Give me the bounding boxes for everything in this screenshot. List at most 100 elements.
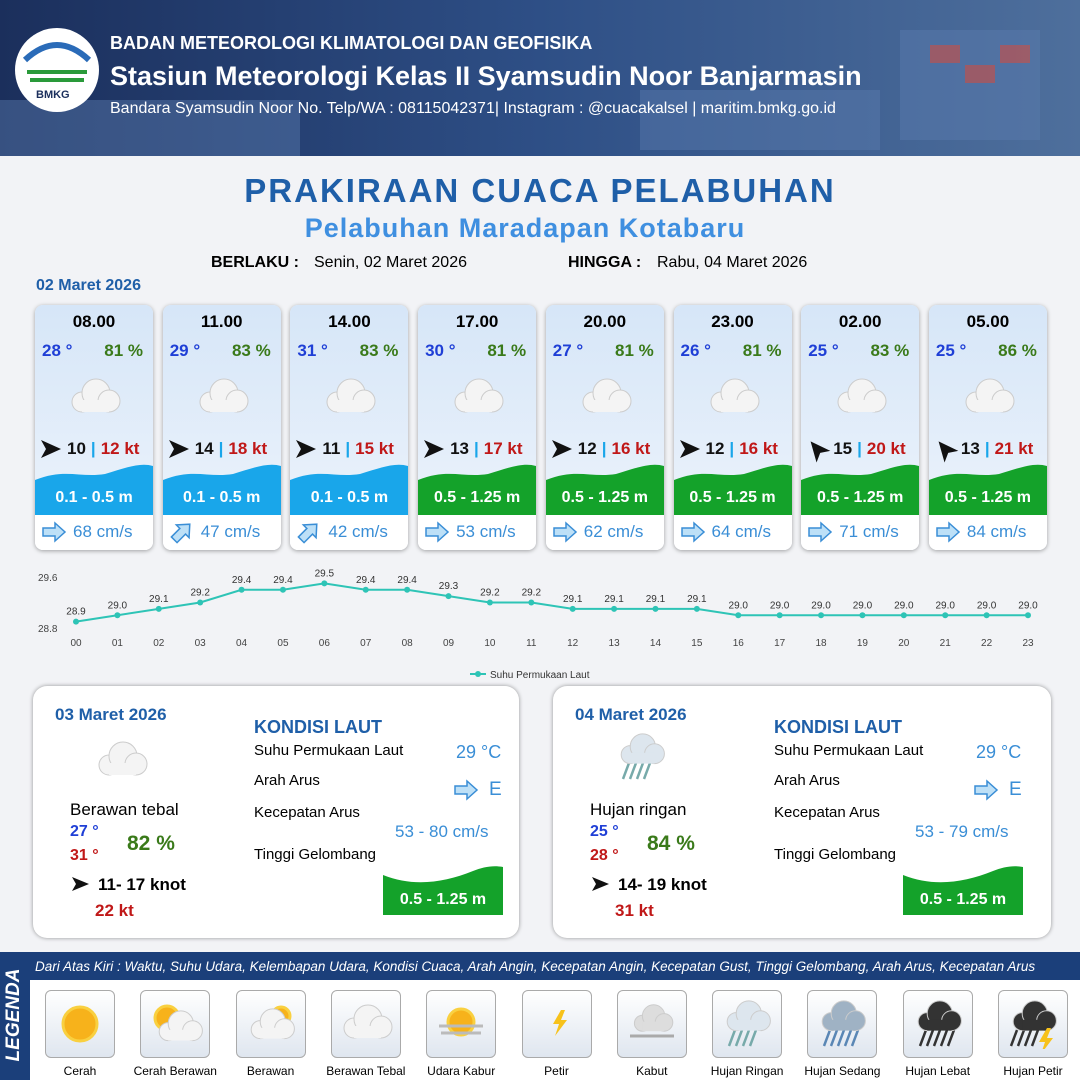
gust: 17 kt	[483, 439, 523, 458]
sst-point	[818, 612, 825, 619]
x-tick-label: 11	[526, 638, 537, 649]
weather-icon	[199, 378, 249, 413]
wave-shape	[673, 464, 792, 515]
wave-shape	[545, 464, 664, 515]
temperature: 25 °	[935, 341, 967, 360]
current-arrow	[170, 523, 191, 544]
wind: 12	[705, 439, 725, 458]
wave-height: 0.5 - 1.25 m	[817, 489, 904, 506]
sea-label: Suhu Permukaan Laut	[774, 742, 924, 759]
current-arrow	[808, 521, 833, 543]
temperature: 26 °	[680, 341, 711, 360]
humidity: 81 %	[615, 341, 654, 360]
sst-point	[238, 586, 245, 593]
sst-point	[362, 586, 369, 593]
gust: 16 kt	[739, 439, 778, 458]
sst-point	[404, 586, 411, 593]
sea-label: Kecepatan Arus	[254, 804, 360, 821]
data-label: 29.3	[439, 581, 459, 592]
wave-shape	[418, 464, 537, 515]
wind-arrow	[551, 440, 572, 458]
legend-icon-box	[712, 990, 783, 1058]
x-tick-label: 01	[112, 638, 124, 649]
data-label: 29.0	[853, 600, 873, 611]
x-tick-label: 12	[567, 638, 579, 649]
weather-icon	[629, 1004, 674, 1038]
wind-row: 11 | 15 kt	[322, 439, 394, 459]
header: BMKG BADAN METEOROLOGI KLIMATOLOGI DAN G…	[0, 0, 1080, 156]
data-label: 29.1	[646, 594, 666, 605]
separator: |	[729, 439, 735, 458]
to-label: HINGGA :	[568, 254, 642, 271]
gust: 15 kt	[355, 439, 394, 458]
forecast-card: 11.00 29 ° 83 % 14 | 18 kt 0.1 - 0.5 m 47 cm/s	[162, 305, 281, 550]
subtitle: Pelabuhan Maradapan Kotabaru	[304, 213, 746, 243]
wave-shape	[903, 866, 1023, 915]
legend-item-label: Berawan Tebal	[326, 1064, 406, 1078]
temperature: 30 °	[425, 341, 456, 360]
data-label: 29.0	[894, 600, 914, 611]
forecast-card: 02.00 25 ° 83 % 15 | 20 kt 0.5 - 1.25 m 71 cm/s	[801, 305, 920, 550]
weather-icon	[917, 1000, 962, 1047]
wind: 11	[322, 439, 341, 458]
sst-point	[776, 612, 783, 619]
x-tick-label: 14	[650, 638, 662, 649]
temp-min: 27 °	[70, 823, 99, 840]
current-speed: 53 - 80 cm/s	[395, 822, 489, 841]
weather-icon	[582, 378, 632, 413]
day-panel: 04 Maret 2026 Hujan ringan 25 ° 28 ° 84 % 14-…	[553, 686, 1051, 938]
humidity: 83 %	[231, 341, 271, 360]
wind-row: 13 | 17 kt	[450, 439, 522, 459]
humidity: 83 %	[870, 341, 910, 360]
sst-point	[859, 612, 866, 619]
time: 08.00	[72, 312, 116, 331]
sea-title: KONDISI LAUT	[254, 717, 382, 737]
wind-arrow	[296, 440, 317, 458]
sst-point	[486, 599, 493, 606]
legend-icon-box	[45, 990, 115, 1058]
day1-date: 02 Maret 2026	[36, 277, 141, 294]
current-speed: 42 cm/s	[328, 522, 388, 541]
sst-point	[1025, 612, 1031, 619]
wind: 14	[194, 439, 214, 458]
data-label: 29.0	[1018, 600, 1038, 611]
wave-shape	[35, 464, 153, 515]
wave-height: 0.1 - 0.5 m	[310, 489, 389, 506]
forecast-card: 05.00 25 ° 86 % 13 | 21 kt 0.5 - 1.25 m 84 cm/s	[928, 305, 1047, 550]
data-label: 29.1	[687, 594, 707, 605]
humidity: 86 %	[998, 341, 1037, 360]
time: 23.00	[711, 312, 754, 331]
legend-description: Dari Atas Kiri : Waktu, Suhu Udara, Kele…	[35, 959, 1036, 974]
time: 14.00	[328, 312, 371, 331]
forecast-card: 17.00 30 ° 81 % 13 | 17 kt 0.5 - 1.25 m 53 cm/s	[418, 305, 537, 550]
x-tick-label: 02	[153, 638, 165, 649]
wind: 12	[577, 439, 597, 458]
weather-icon	[837, 378, 887, 413]
data-label: 29.4	[397, 575, 417, 586]
temperature: 29 °	[169, 341, 201, 360]
legend-item-label: Petir	[544, 1064, 569, 1078]
x-tick-label: 19	[857, 638, 869, 649]
weather-icon	[822, 1000, 867, 1047]
humidity: 83 %	[359, 341, 399, 360]
separator: |	[984, 439, 990, 458]
separator: |	[90, 439, 96, 458]
time: 02.00	[838, 312, 882, 331]
wave-shape	[801, 464, 920, 515]
legend-icon-box	[998, 990, 1068, 1058]
wind-arrow	[810, 441, 831, 463]
gust: 22 kt	[95, 901, 134, 920]
separator: |	[218, 439, 224, 458]
sst-point	[155, 605, 162, 612]
temperature: 27 °	[552, 341, 584, 360]
current-arrow	[974, 779, 999, 801]
humidity: 84 %	[647, 832, 695, 855]
weather-icon	[965, 378, 1015, 413]
x-tick-label: 21	[940, 638, 952, 649]
from-date: Senin, 02 Maret 2026	[314, 254, 467, 271]
gust: 16 kt	[611, 439, 651, 458]
current-direction: E	[1009, 779, 1022, 800]
wind-row: 10 | 12 kt	[67, 439, 139, 459]
x-tick-label: 10	[484, 638, 496, 649]
